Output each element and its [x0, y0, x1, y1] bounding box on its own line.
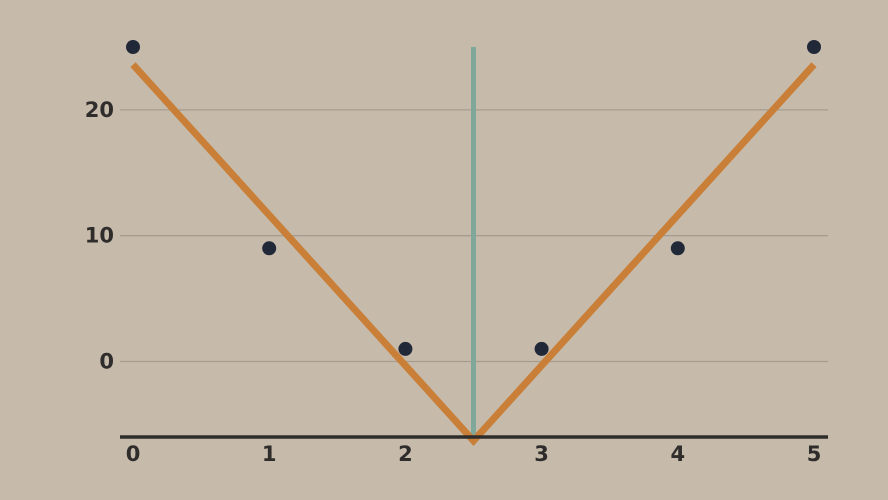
point-layer [126, 40, 821, 356]
data-point-2 [398, 341, 413, 356]
data-point-0 [126, 40, 140, 54]
y-tick-label-20: 20 [85, 98, 114, 122]
x-tick-label-5: 5 [807, 442, 822, 466]
x-tick-label-2: 2 [398, 442, 413, 466]
x-tick-label-0: 0 [126, 442, 141, 466]
data-point-5 [807, 40, 821, 54]
data-point-3 [534, 341, 549, 356]
data-point-1 [262, 241, 277, 256]
x-tick-label-3: 3 [534, 442, 549, 466]
tick-layer: 0 10 20 0 1 2 3 4 5 [85, 98, 822, 466]
data-point-4 [670, 241, 685, 256]
x-tick-label-4: 4 [670, 442, 685, 466]
y-tick-label-0: 0 [99, 350, 114, 374]
y-tick-label-10: 10 [85, 224, 114, 248]
line-layer [130, 62, 817, 447]
x-tick-label-1: 1 [262, 442, 277, 466]
fit-line [130, 62, 817, 447]
